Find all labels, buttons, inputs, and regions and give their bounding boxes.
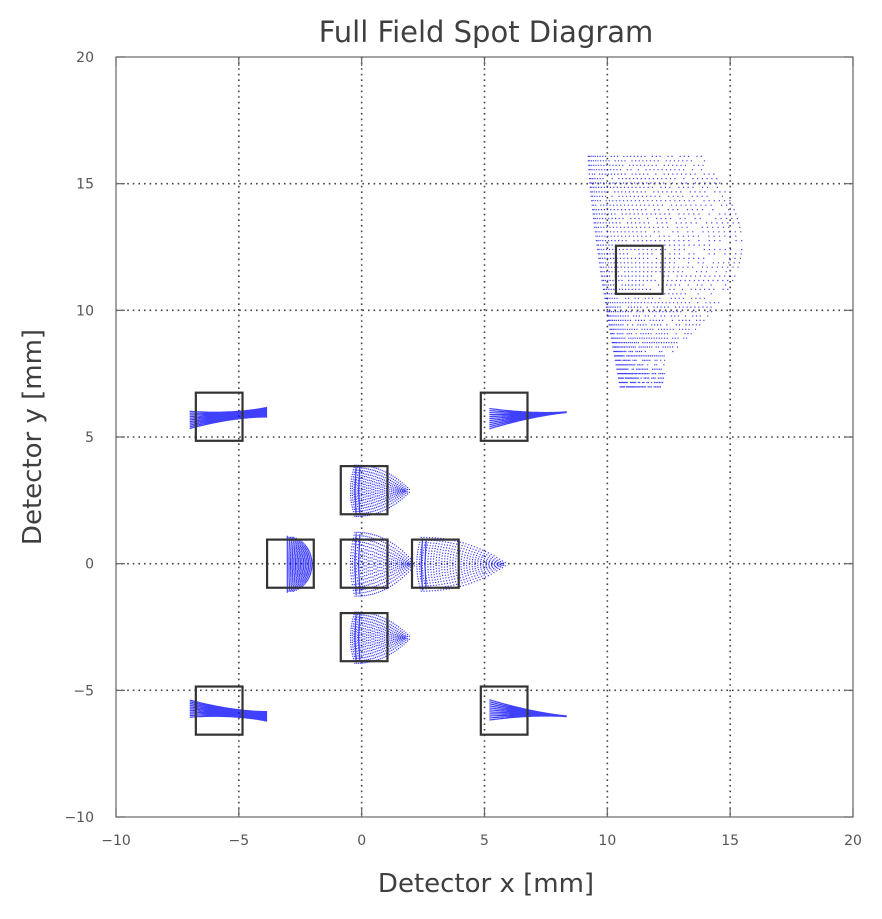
y-tick-label: 5 xyxy=(85,430,94,446)
spot-points xyxy=(190,156,743,722)
x-tick-label: 0 xyxy=(357,833,366,849)
x-tick-label: 10 xyxy=(598,833,616,849)
x-tick-label: 20 xyxy=(844,833,862,849)
y-tick-label: 0 xyxy=(85,557,94,573)
y-tick-label: 15 xyxy=(76,177,94,193)
spot-diagram-chart: Full Field Spot Diagram −10 −5 0 5 10 15 20−10… xyxy=(0,0,882,919)
detector-boxes xyxy=(196,246,663,735)
x-tick-label: −5 xyxy=(229,833,250,849)
spot-point-cloud xyxy=(190,156,743,722)
y-tick-label: −10 xyxy=(64,810,94,826)
x-axis-label: Detector x [mm] xyxy=(378,869,594,899)
y-tick-label: −5 xyxy=(73,683,94,699)
y-tick-label: 20 xyxy=(76,50,94,66)
chart-title: Full Field Spot Diagram xyxy=(319,15,654,49)
plot-frame xyxy=(116,57,853,817)
axis-ticks: −10 −5 0 5 10 15 20 −10 −5 0 5 10 15 20 xyxy=(64,50,861,849)
x-tick-label: 15 xyxy=(721,833,739,849)
y-tick-label: 10 xyxy=(76,303,94,319)
detector-box-far-upper-right xyxy=(616,246,663,294)
y-axis-label: Detector y [mm] xyxy=(18,329,48,545)
x-tick-label: −10 xyxy=(101,833,131,849)
x-tick-label: 5 xyxy=(480,833,489,849)
gridlines xyxy=(116,57,853,817)
